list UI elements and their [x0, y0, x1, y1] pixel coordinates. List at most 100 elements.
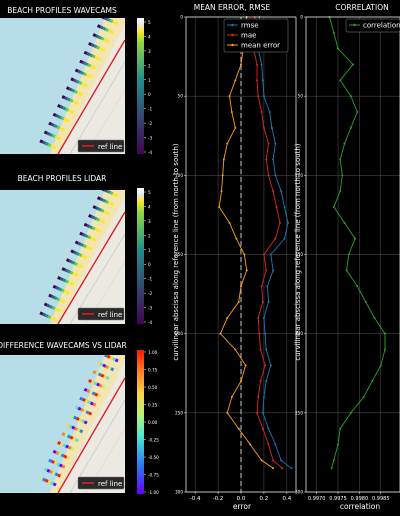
legend-label: ref line: [98, 311, 122, 319]
profile-segment: [58, 452, 62, 457]
colorbar: [137, 188, 144, 324]
profile-segment: [86, 224, 91, 228]
data-point: [269, 253, 272, 256]
y-tick-label: 0: [180, 15, 183, 20]
profile-segment: [57, 276, 61, 280]
profile-segment: [51, 134, 56, 139]
data-point: [332, 31, 335, 34]
x-tick-label: 0.9985: [372, 496, 390, 502]
profile-segment: [85, 245, 90, 250]
profile-segment: [96, 217, 100, 222]
profile-segment: [56, 462, 61, 467]
colorbar-tick-label: 2: [148, 63, 151, 68]
profile-segment: [72, 271, 77, 276]
map-sea: [0, 18, 105, 154]
data-point: [219, 332, 222, 335]
profile-segment: [104, 18, 108, 21]
colorbar-tick-label: -4: [148, 320, 153, 325]
profile-segment: [100, 36, 105, 41]
data-point: [278, 221, 281, 224]
data-point: [249, 443, 252, 446]
profile-segment: [83, 420, 88, 425]
profile-segment: [58, 463, 63, 468]
profile-segment: [109, 356, 114, 360]
profile-segment: [63, 454, 68, 459]
data-point: [274, 443, 277, 446]
profile-segment: [79, 231, 84, 236]
colorbar-tick-label: 3: [148, 219, 151, 224]
profile-segment: [89, 64, 94, 69]
profile-segment: [66, 97, 71, 102]
correlation-chart: CORRELATION curvilinear abscissa along r…: [294, 3, 400, 511]
colorbar: [137, 18, 144, 154]
colorbar-ticks: 5 4 3 2 1 0 -1 -2 -3 -4: [144, 190, 153, 325]
profile-segment: [103, 209, 108, 214]
profile-segment: [87, 63, 92, 68]
profile-segment: [71, 260, 76, 265]
profile-segment: [66, 118, 70, 123]
data-point: [354, 237, 357, 240]
colorbar-tick-label: 5: [148, 20, 151, 25]
profile-segment: [90, 380, 95, 385]
colorbar-tick-label: -1: [148, 107, 153, 112]
data-point: [268, 111, 271, 113]
legend-label: correlation: [363, 22, 400, 30]
profile-segment: [105, 376, 110, 381]
error-chart: MEAN ERROR, RMSE curvilinear abscissa al…: [172, 3, 297, 511]
profile-segment: [67, 108, 72, 113]
profile-segment: [68, 259, 73, 264]
data-point: [221, 174, 224, 177]
profile-segment: [50, 144, 54, 149]
y-tick-label: 100: [295, 173, 303, 178]
colorbar-tick-label: 0.00: [148, 420, 158, 425]
colorbar-tick-label: 3: [148, 49, 151, 54]
data-point: [237, 301, 240, 303]
data-point: [356, 111, 359, 113]
profile-segment: [84, 234, 89, 239]
map-legend: ref line: [77, 139, 125, 153]
profile-segment: [107, 366, 112, 371]
data-point: [240, 63, 242, 66]
profile-segment: [92, 370, 97, 375]
profile-segment: [52, 145, 57, 150]
profile-segment: [51, 306, 56, 311]
profile-segment: [81, 82, 85, 87]
data-point: [262, 253, 265, 256]
data-point: [240, 380, 242, 383]
colorbar-tick-label: 4: [148, 34, 151, 39]
data-point: [330, 467, 333, 470]
profile-segment: [52, 112, 57, 117]
profile-segment: [70, 110, 75, 114]
profile-segment: [93, 44, 98, 49]
data-point: [226, 411, 229, 414]
profile-segment: [58, 298, 63, 303]
profile-segment: [83, 387, 88, 392]
data-point: [343, 142, 346, 145]
profile-segment: [58, 287, 62, 292]
data-point: [339, 427, 342, 430]
profile-segment: [83, 222, 88, 227]
data-point: [283, 206, 286, 208]
profile-segment: [82, 409, 87, 414]
profile-segment: [107, 201, 112, 206]
profile-segment: [42, 140, 46, 145]
profile-segment: [80, 407, 85, 412]
map-sea: [0, 190, 105, 324]
profile-segment: [59, 442, 64, 447]
profile-segment: [60, 453, 65, 458]
map-panel-difference: DIFFERENCE WAVECAMS VS LIDAR ref line 1.…: [0, 341, 159, 495]
profile-segment: [65, 107, 69, 112]
profile-segment: [96, 382, 100, 387]
profile-segment: [90, 215, 95, 220]
data-point: [267, 142, 270, 145]
profile-segment: [50, 459, 55, 464]
map-legend: ref line: [77, 476, 125, 490]
data-point: [371, 380, 374, 383]
profile-segment: [46, 303, 51, 308]
data-point: [272, 269, 275, 272]
profile-segment: [70, 414, 75, 419]
data-point: [230, 396, 233, 398]
profile-segment: [65, 279, 69, 284]
profile-segment: [100, 373, 105, 378]
profile-segment: [104, 27, 109, 32]
